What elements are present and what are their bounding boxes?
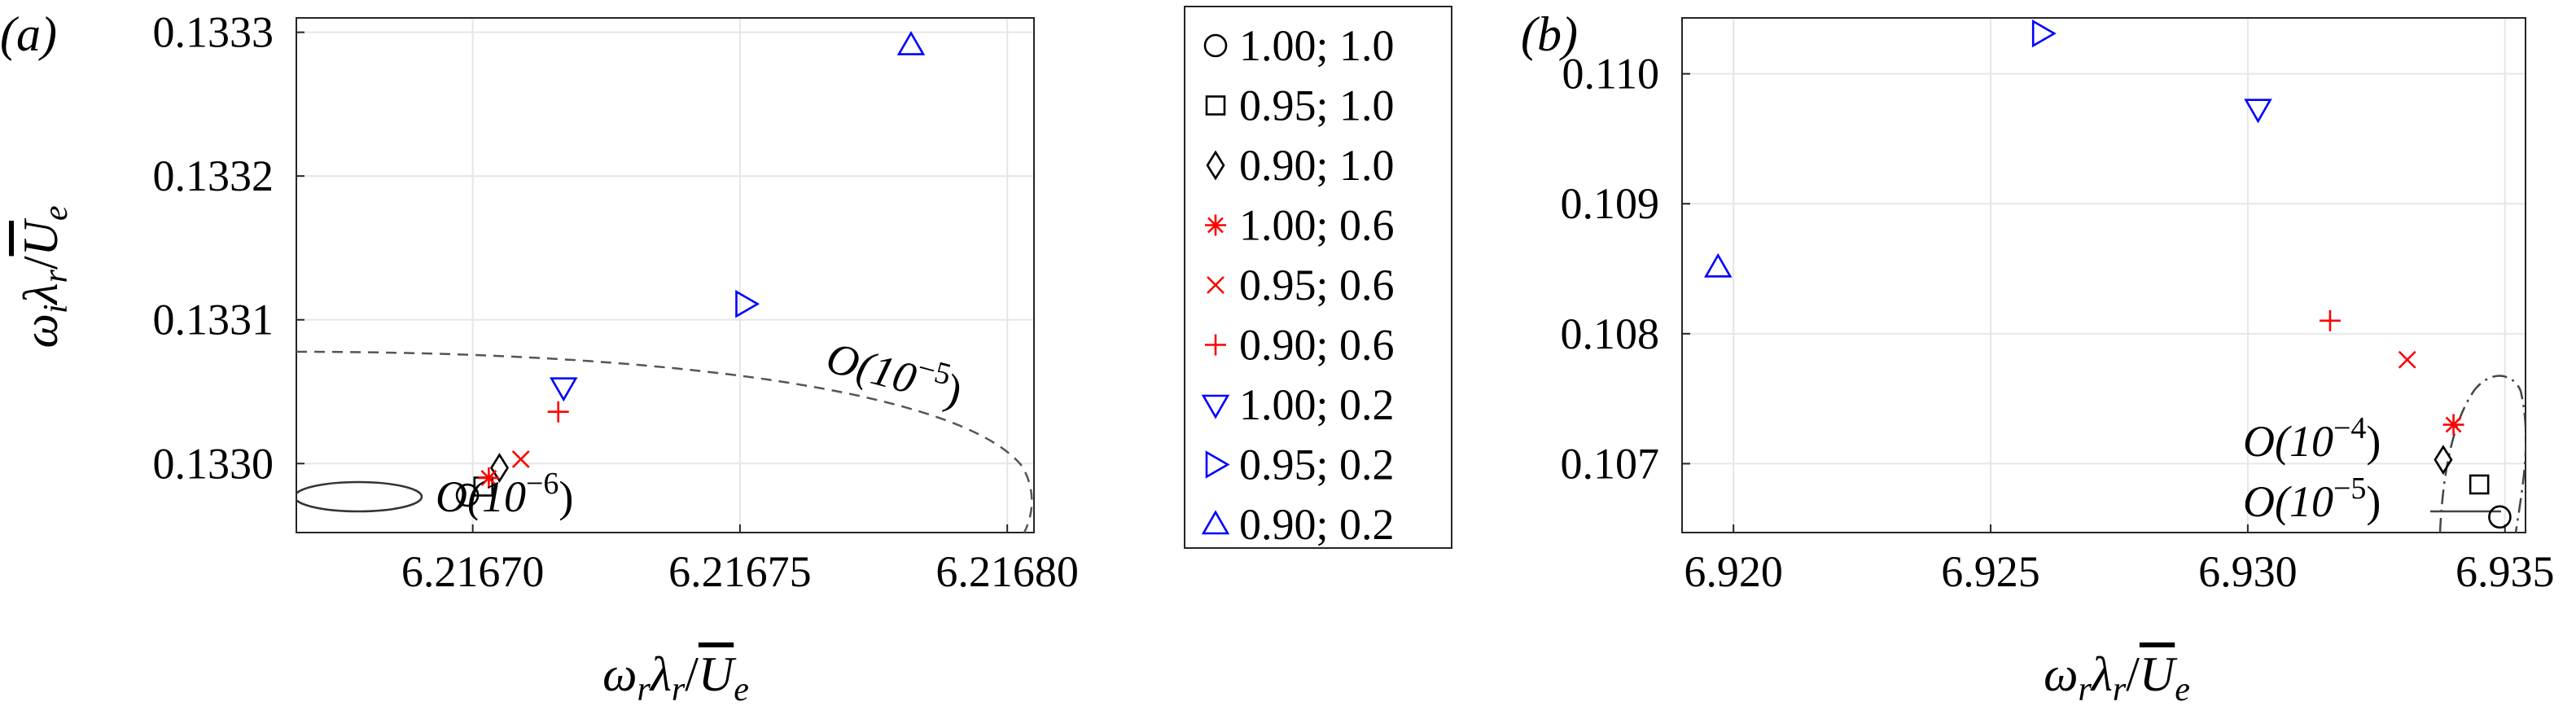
ann-text: O(10 [2243,477,2333,526]
panel-a-frame [296,17,1035,533]
panel-b-annotation-1e-4: O(10−4) [2243,411,2381,466]
y-tick-label: 0.1331 [153,296,274,344]
panel-b-contour-1e-4 [2438,375,2526,533]
legend-label: 1.00; 0.6 [1239,201,1395,250]
x-tick-label: 6.21675 [668,547,812,596]
data-point-diamond [2434,445,2453,476]
panel-a: 6.21670 6.21675 6.21680 0.1330 0.1331 0.1332… [0,7,1079,706]
panel-a-y-axis-label: ωiλr/Ue [14,205,75,348]
y-tick-label: 0.108 [1561,309,1660,358]
legend-marker-square [1205,95,1226,116]
panel-a-x-axis-label: ωrλr/Ue [602,647,749,706]
panel-b-x-ticks: 6.920 6.925 6.930 6.935 [1684,524,2554,596]
data-point-asterisk [478,467,500,489]
ann-exp: −5 [2333,471,2366,506]
legend-marker-triangle-right [1205,450,1230,479]
panel-b-markers [1703,19,2512,529]
panel-a-y-ticks: 0.1330 0.1331 0.1332 0.1333 [153,8,304,488]
data-point-triangle-down [550,377,578,402]
data-point-diamond [489,453,510,484]
ann-text: O(10 [2243,417,2333,466]
x-tick-label: 6.920 [1684,547,1783,596]
legend-label: 0.95; 1.0 [1239,81,1395,130]
legend-label: 0.90; 1.0 [1239,141,1395,190]
ann-exp: −4 [2333,411,2366,445]
legend-label: 0.95; 0.2 [1239,441,1395,489]
panel-b-frame [1681,17,2526,533]
x-tick-label: 6.21670 [401,547,545,596]
y-tick-label: 0.107 [1561,439,1660,488]
data-point-plus [2319,309,2341,331]
data-point-triangle-right [735,290,760,318]
legend-marker-asterisk [1205,214,1226,236]
panel-b-x-axis-label: ωrλr/Ue [2044,647,2190,706]
data-point-circle [2488,505,2512,529]
data-point-triangle-up [896,30,926,55]
y-tick-label: 0.1332 [153,151,274,200]
x-tick-label: 6.935 [2456,547,2555,596]
ann-text: O(10 [821,333,922,404]
legend-marker-triangle-up [1201,510,1230,535]
y-tick-label: 0.1333 [153,8,274,57]
panel-a-label: (a) [0,7,57,61]
ann-exp: −6 [526,467,559,501]
y-tick-label: 0.109 [1561,179,1660,228]
panel-b-label: (b) [1521,7,1578,61]
y-tick-label: 0.1330 [153,439,274,488]
data-point-x [2398,350,2416,369]
ann-close: ) [2366,477,2381,526]
panel-a-contour-1e-5 [296,350,1033,533]
ann-close: ) [559,472,573,521]
legend-marker-diamond [1206,150,1225,181]
data-point-square [2469,474,2490,495]
legend-marker-triangle-down [1201,394,1230,419]
legend-marker-circle [1203,33,1228,58]
data-point-triangle-up [1703,252,1733,278]
data-point-asterisk [2442,414,2464,436]
x-tick-label: 6.21680 [935,547,1079,596]
data-point-triangle-right [2031,19,2057,48]
panel-a-grid [296,18,1034,533]
ann-close: ) [2366,417,2381,466]
panel-b: 6.920 6.925 6.930 6.935 0.107 0.108 0.109 0.11… [1521,7,2554,706]
legend-frame [1184,6,1452,549]
ann-text: O(10 [436,472,526,521]
legend-label: 1.00; 0.2 [1239,380,1395,429]
legend-marker-plus [1205,334,1226,356]
y-tick-label: 0.110 [1562,50,1660,99]
panel-a-annotation-1e-6: O(10−6) [436,467,573,521]
legend-label: 1.00; 1.0 [1239,21,1395,70]
panel-b-y-ticks: 0.107 0.108 0.109 0.110 [1561,50,1690,488]
panel-a-markers [455,30,926,507]
legend-label: 0.90; 0.2 [1239,500,1395,549]
legend-label: 0.90; 0.6 [1239,321,1395,370]
panel-a-contour-1e-6 [296,480,423,513]
legend-label: 0.95; 0.6 [1239,261,1395,309]
x-tick-label: 6.930 [2198,547,2298,596]
panel-b-annotation-1e-5: O(10−5) [2243,471,2381,526]
legend-items: 1.00; 1.0 0.95; 1.0 0.90; 1.0 1.00; 0.6 0.95… [1201,21,1395,549]
x-tick-label: 6.925 [1941,547,2040,596]
data-point-plus [547,401,569,423]
data-point-triangle-down [2244,99,2272,124]
panel-a-x-ticks: 6.21670 6.21675 6.21680 [401,524,1079,596]
panel-a-annotation-1e-5: O(10−5) [821,327,969,416]
legend: 1.00; 1.0 0.95; 1.0 0.90; 1.0 1.00; 0.6 0.95… [1184,6,1452,549]
data-point-x [511,450,530,468]
legend-marker-x [1207,276,1224,294]
panel-b-grid [1682,18,2526,533]
